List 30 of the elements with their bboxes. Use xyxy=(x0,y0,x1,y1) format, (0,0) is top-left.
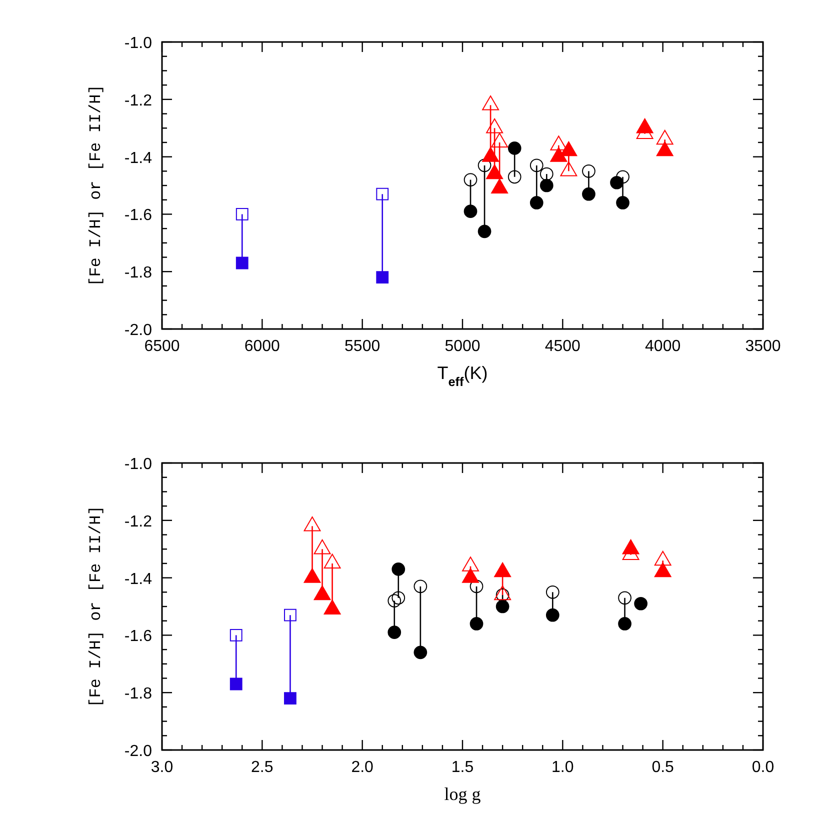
y-tick-label: -1.6 xyxy=(124,628,152,646)
x-tick-label: 0.5 xyxy=(652,759,674,776)
y-tick-label: -1.8 xyxy=(124,264,152,282)
y-tick-label: -1.2 xyxy=(124,513,152,530)
y-tick-label: -1.4 xyxy=(124,570,152,588)
y-tick-label: -2.0 xyxy=(124,322,152,339)
y-tick-label: -1.6 xyxy=(124,207,152,224)
x-tick-label: 1.5 xyxy=(451,759,474,776)
y-tick-label: -2.0 xyxy=(124,743,152,760)
x-tick-label: 3.0 xyxy=(150,759,174,776)
x-tick-label: 4000 xyxy=(645,338,681,355)
x-tick-label: 2.5 xyxy=(251,759,274,776)
y-tick-label: -1.0 xyxy=(124,35,152,52)
y-tick-label: -1.0 xyxy=(124,456,152,473)
y-tick-label: -1.8 xyxy=(124,686,152,703)
x-tick-label: 0.0 xyxy=(752,759,774,776)
y-tick-label: -1.2 xyxy=(124,92,152,110)
x-tick-label: 5500 xyxy=(344,338,380,355)
x-tick-label: 5000 xyxy=(444,338,480,355)
y-axis-title: [Fe I/H] or [Fe II/H] xyxy=(87,506,105,708)
y-tick-label: -1.4 xyxy=(124,150,152,167)
x-tick-label: 2.0 xyxy=(351,759,374,776)
x-tick-label: 1.0 xyxy=(552,759,574,776)
y-axis-title: [Fe I/H] or [Fe II/H] xyxy=(87,84,105,286)
x-tick-label: 3500 xyxy=(745,338,781,355)
x-tick-label: 4500 xyxy=(544,338,581,355)
x-axis-title: T$_{eff}$(K) xyxy=(437,363,488,389)
x-tick-label: 6000 xyxy=(244,338,280,355)
x-tick-label: 6500 xyxy=(144,338,180,355)
x-axis-title: log g xyxy=(444,784,481,804)
